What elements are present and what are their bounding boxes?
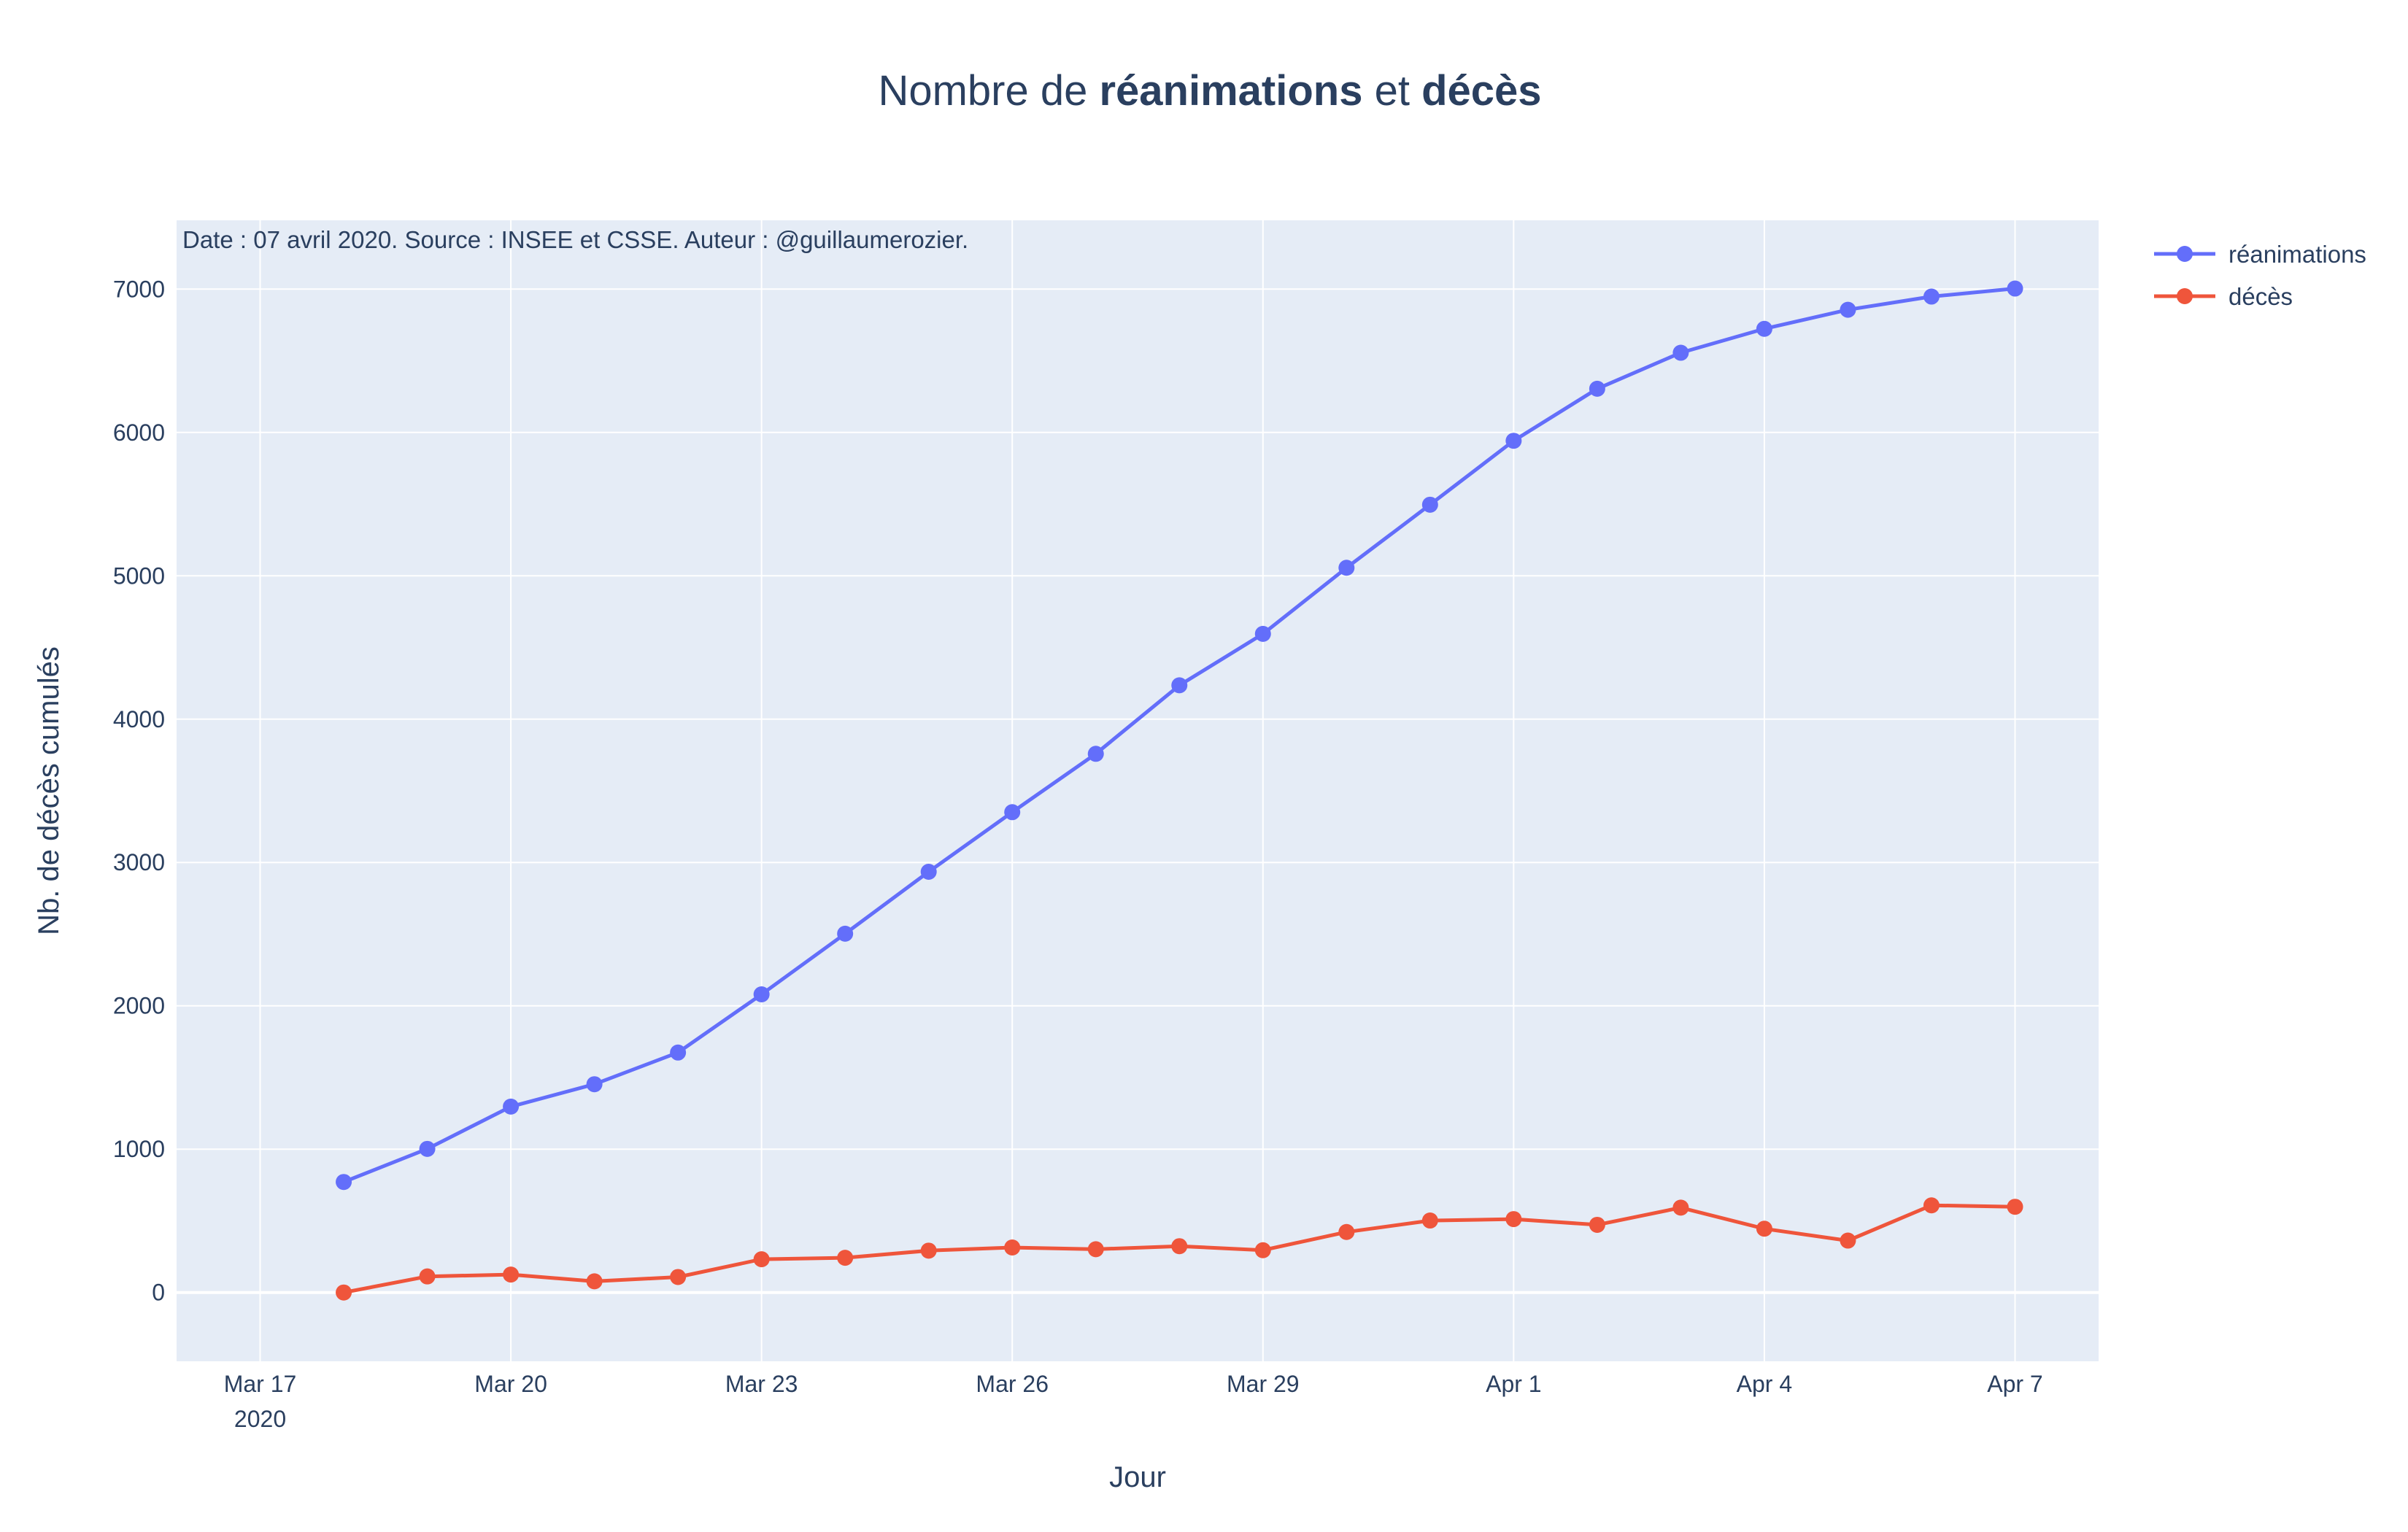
series-reanimations xyxy=(336,280,2023,1191)
data-point-deces[interactable] xyxy=(1840,1232,1856,1249)
data-point-deces[interactable] xyxy=(336,1284,352,1301)
series-deces xyxy=(336,1197,2023,1301)
legend-label-deces: décès xyxy=(2228,283,2293,310)
data-point-reanimations[interactable] xyxy=(419,1140,436,1157)
data-point-deces[interactable] xyxy=(1087,1241,1104,1258)
data-point-deces[interactable] xyxy=(1505,1211,1522,1228)
data-point-reanimations[interactable] xyxy=(1421,496,1438,513)
y-tick-label: 4000 xyxy=(113,706,165,732)
legend-item-deces[interactable]: décès xyxy=(2154,283,2293,310)
data-point-reanimations[interactable] xyxy=(503,1098,520,1115)
legend-label-reanimations: réanimations xyxy=(2228,241,2366,268)
y-axis-title: Nb. de décès cumulés xyxy=(33,646,65,935)
data-point-reanimations[interactable] xyxy=(753,986,770,1003)
legend: réanimations décès xyxy=(2154,241,2366,310)
data-point-deces[interactable] xyxy=(1254,1242,1271,1258)
data-point-deces[interactable] xyxy=(1171,1238,1188,1255)
data-point-deces[interactable] xyxy=(1589,1216,1605,1233)
data-point-reanimations[interactable] xyxy=(837,925,854,942)
source-annotation: Date : 07 avril 2020. Source : INSEE et … xyxy=(182,226,968,253)
chart-title: Nombre de réanimations et décès xyxy=(878,67,1541,115)
data-point-reanimations[interactable] xyxy=(1338,560,1355,576)
data-point-deces[interactable] xyxy=(419,1268,436,1285)
x-tick-label: Mar 17 xyxy=(224,1371,297,1397)
data-point-reanimations[interactable] xyxy=(1254,625,1271,642)
data-point-reanimations[interactable] xyxy=(336,1174,352,1191)
data-point-reanimations[interactable] xyxy=(920,864,937,881)
data-point-reanimations[interactable] xyxy=(1923,288,1940,305)
data-point-reanimations[interactable] xyxy=(2007,280,2023,297)
x-tick-label: Mar 29 xyxy=(1227,1371,1300,1397)
y-tick-label: 2000 xyxy=(113,993,165,1019)
title-part-1: réanimations xyxy=(1099,67,1362,115)
data-point-deces[interactable] xyxy=(1756,1220,1772,1237)
data-point-deces[interactable] xyxy=(2007,1199,2023,1215)
data-point-reanimations[interactable] xyxy=(1756,320,1772,337)
data-point-deces[interactable] xyxy=(920,1242,937,1259)
plot-background xyxy=(177,220,2099,1361)
data-point-deces[interactable] xyxy=(1672,1199,1689,1216)
data-point-reanimations[interactable] xyxy=(1840,301,1856,318)
y-tick-label: 6000 xyxy=(113,419,165,446)
series-layer xyxy=(336,280,2023,1301)
data-point-reanimations[interactable] xyxy=(1505,433,1522,449)
title-part-3: décès xyxy=(1421,67,1541,115)
x-tick-label: Mar 20 xyxy=(474,1371,547,1397)
x-axis-ticks: Mar 17 2020 Mar 20 Mar 23 Mar 26 Mar 29 Apr 1 A… xyxy=(224,1371,2043,1432)
x-tick-label: Mar 23 xyxy=(725,1371,798,1397)
legend-marker-deces xyxy=(2177,288,2193,304)
x-tick-label: Apr 7 xyxy=(1987,1371,2042,1397)
data-point-reanimations[interactable] xyxy=(1087,746,1104,762)
grid-lines xyxy=(177,220,2099,1361)
x-tick-label: Mar 26 xyxy=(976,1371,1049,1397)
data-point-reanimations[interactable] xyxy=(1589,380,1605,397)
title-part-2: et xyxy=(1362,67,1421,115)
y-tick-label: 7000 xyxy=(113,276,165,302)
data-point-deces[interactable] xyxy=(1004,1239,1021,1256)
y-tick-label: 3000 xyxy=(113,849,165,875)
data-point-deces[interactable] xyxy=(670,1269,687,1285)
x-tick-sublabel: 2020 xyxy=(234,1406,286,1432)
legend-item-reanimations[interactable]: réanimations xyxy=(2154,241,2366,268)
data-point-reanimations[interactable] xyxy=(1171,677,1188,694)
data-point-deces[interactable] xyxy=(586,1273,603,1290)
y-tick-label: 0 xyxy=(152,1280,165,1306)
data-point-deces[interactable] xyxy=(1338,1223,1355,1240)
data-point-reanimations[interactable] xyxy=(670,1044,687,1061)
data-point-deces[interactable] xyxy=(1421,1212,1438,1229)
x-tick-label: Apr 1 xyxy=(1486,1371,1541,1397)
x-axis-title: Jour xyxy=(1109,1461,1166,1493)
x-tick-label: Apr 4 xyxy=(1737,1371,1792,1397)
data-point-reanimations[interactable] xyxy=(586,1076,603,1093)
data-point-deces[interactable] xyxy=(503,1266,520,1283)
y-tick-label: 1000 xyxy=(113,1136,165,1162)
data-point-deces[interactable] xyxy=(753,1251,770,1268)
data-point-deces[interactable] xyxy=(1923,1197,1940,1214)
data-point-reanimations[interactable] xyxy=(1004,804,1021,821)
y-tick-label: 5000 xyxy=(113,562,165,589)
y-axis-ticks: 0 1000 2000 3000 4000 5000 6000 7000 xyxy=(113,276,165,1305)
data-point-reanimations[interactable] xyxy=(1672,344,1689,361)
title-part-0: Nombre de xyxy=(878,67,1099,115)
data-point-deces[interactable] xyxy=(837,1250,854,1266)
legend-marker-reanimations xyxy=(2177,246,2193,262)
